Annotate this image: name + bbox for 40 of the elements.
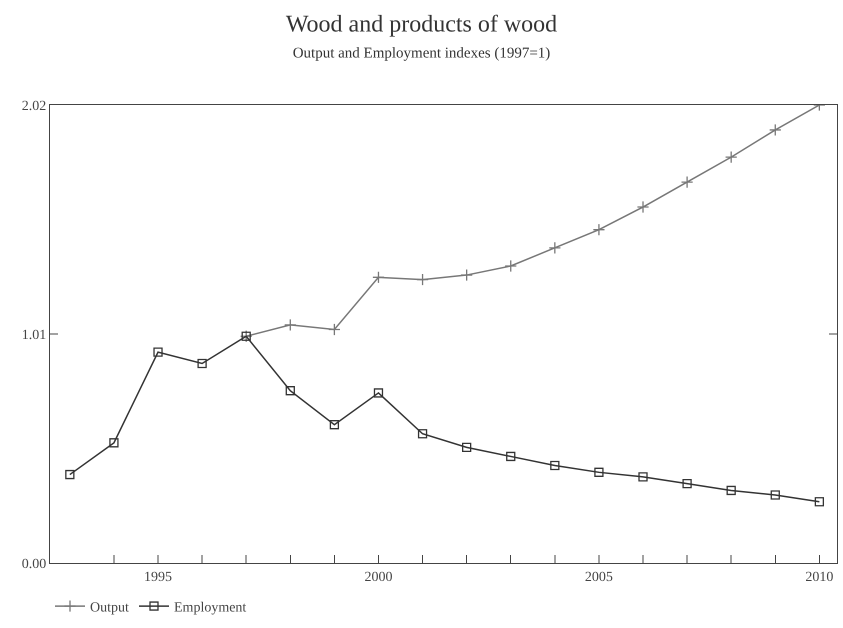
y-tick-label: 0.00 bbox=[22, 556, 46, 572]
legend-label: Output bbox=[90, 600, 129, 616]
x-tick-label: 2000 bbox=[364, 570, 392, 585]
point bbox=[374, 388, 384, 398]
point bbox=[548, 242, 562, 254]
y-tick-label: 2.02 bbox=[22, 98, 46, 114]
point bbox=[416, 273, 429, 286]
x-tick-label: 2005 bbox=[584, 570, 613, 585]
point bbox=[506, 452, 516, 462]
point bbox=[418, 429, 428, 438]
point bbox=[550, 460, 560, 470]
x-tick-label: 2010 bbox=[805, 570, 834, 585]
point bbox=[65, 470, 74, 480]
point bbox=[636, 200, 650, 214]
point bbox=[504, 260, 517, 272]
point bbox=[197, 358, 207, 368]
point bbox=[592, 223, 606, 236]
point bbox=[770, 490, 780, 500]
point bbox=[328, 323, 341, 336]
point bbox=[462, 442, 472, 452]
x-tick-label: 1995 bbox=[144, 570, 172, 585]
point bbox=[814, 497, 824, 506]
point bbox=[680, 176, 694, 188]
point bbox=[769, 124, 782, 136]
point bbox=[594, 468, 604, 477]
legend-label: Employment bbox=[174, 600, 246, 616]
chart-subtitle: Output and Employment indexes (1997=1) bbox=[292, 45, 550, 62]
point bbox=[726, 486, 736, 496]
point bbox=[682, 478, 692, 488]
point bbox=[372, 271, 385, 284]
point bbox=[724, 150, 738, 164]
y-tick-label: 1.01 bbox=[22, 328, 46, 343]
point bbox=[284, 318, 297, 332]
point bbox=[460, 268, 473, 282]
chart-title: Wood and products of wood bbox=[286, 11, 558, 38]
point bbox=[330, 420, 340, 430]
point bbox=[109, 438, 119, 448]
point bbox=[153, 347, 163, 357]
point bbox=[286, 386, 295, 396]
point bbox=[638, 472, 648, 482]
